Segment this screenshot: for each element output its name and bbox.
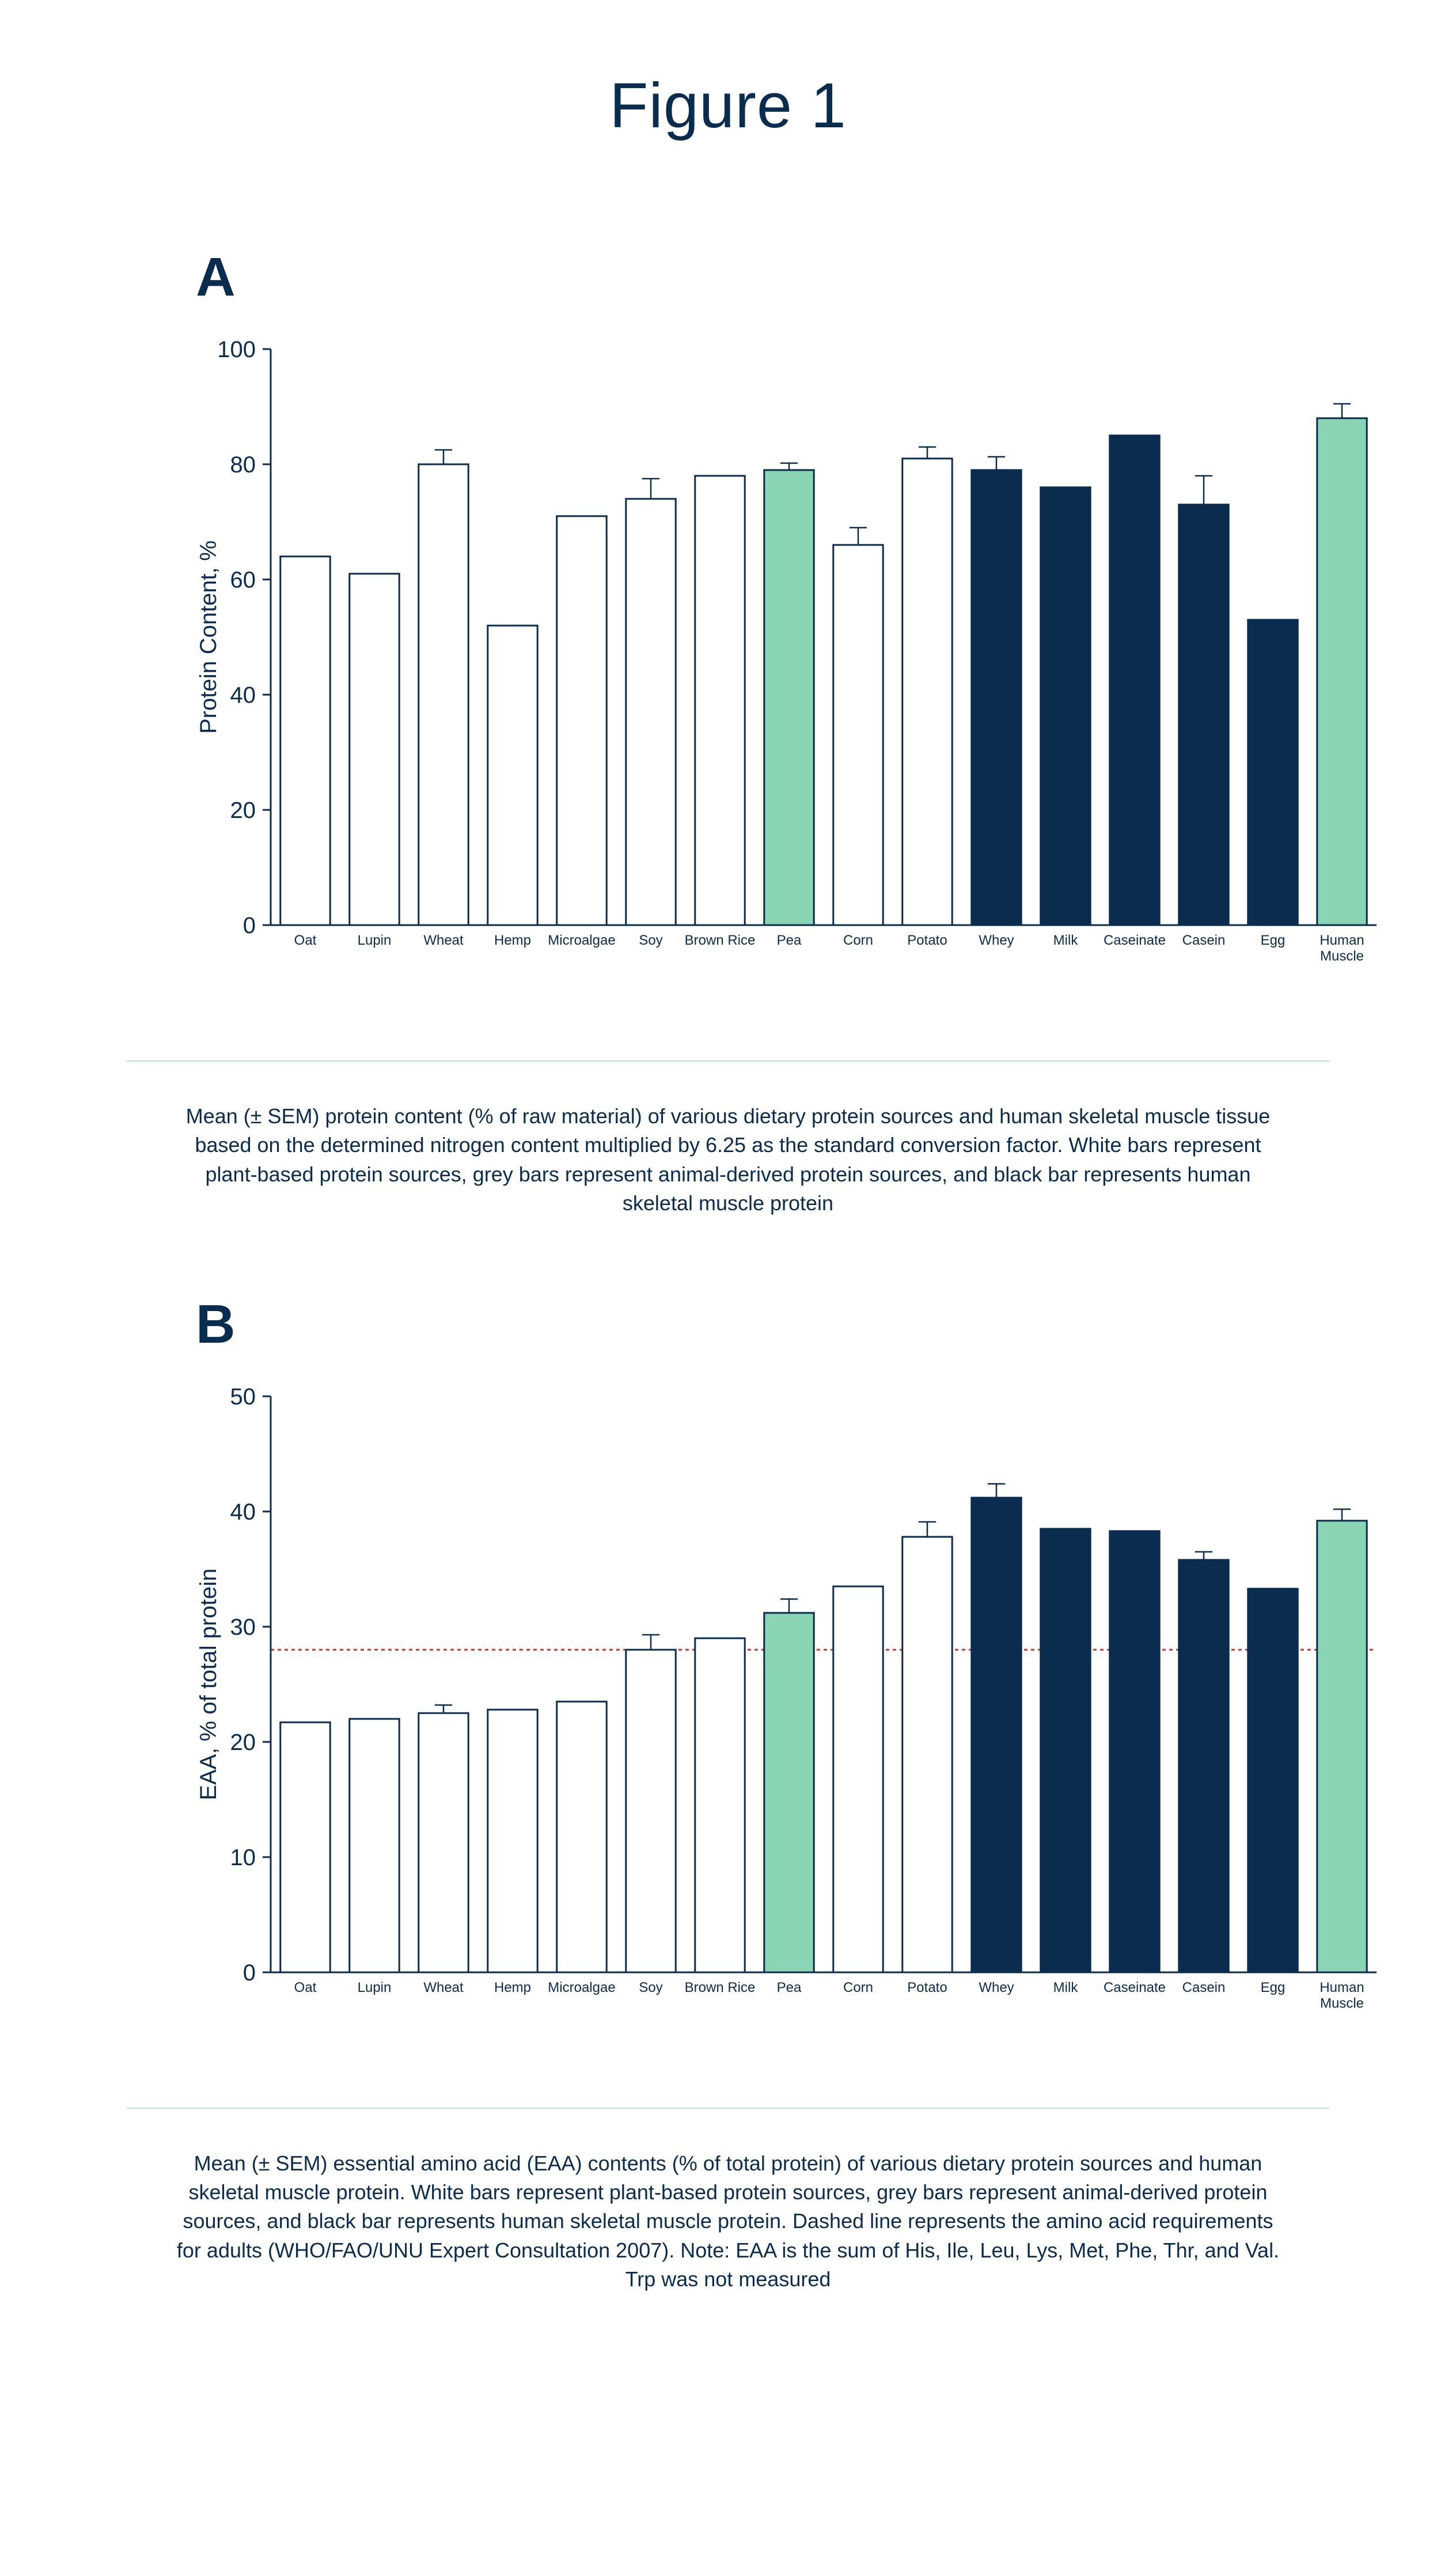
bar (1110, 1531, 1159, 1972)
bar (1317, 418, 1367, 925)
bar (280, 556, 330, 925)
bar (419, 464, 468, 925)
bar (903, 1537, 952, 1972)
svg-text:Caseinate: Caseinate (1104, 933, 1166, 948)
svg-text:60: 60 (230, 567, 256, 593)
svg-text:Caseinate: Caseinate (1104, 1980, 1166, 1995)
svg-text:Protein Content, %: Protein Content, % (196, 540, 221, 734)
svg-text:Lupin: Lupin (358, 1980, 392, 1995)
svg-text:80: 80 (230, 452, 256, 478)
bar (1110, 435, 1159, 925)
svg-text:Brown Rice: Brown Rice (685, 933, 756, 948)
svg-text:Milk: Milk (1053, 933, 1079, 948)
svg-text:20: 20 (230, 1730, 256, 1755)
svg-text:Pea: Pea (777, 1980, 802, 1995)
bar (903, 459, 952, 925)
bar (972, 470, 1021, 925)
svg-text:Microalgae: Microalgae (548, 933, 615, 948)
bar (972, 1498, 1021, 1972)
figure-page: Figure 1 A 020406080100OatLupinWheatHemp… (0, 0, 1456, 2484)
svg-text:Lupin: Lupin (358, 933, 392, 948)
svg-text:Hemp: Hemp (494, 1980, 531, 1995)
svg-text:Hemp: Hemp (494, 933, 531, 948)
panel-a-chart: 0 20 40 60 80 100 Oat Lupin Wheat Hemp Microalgae S… (196, 332, 1329, 991)
svg-text:Whey: Whey (979, 933, 1014, 948)
svg-text:20: 20 (230, 798, 256, 823)
bar (833, 545, 883, 925)
bar (695, 476, 745, 925)
svg-text:100: 100 (217, 337, 256, 362)
svg-text:Corn: Corn (843, 1980, 873, 1995)
bar (350, 574, 399, 925)
bar (1179, 505, 1228, 925)
svg-text:Egg: Egg (1261, 1980, 1286, 1995)
svg-text:Microalgae: Microalgae (548, 1980, 615, 1995)
svg-text:10: 10 (230, 1845, 256, 1870)
svg-text:Potato: Potato (907, 933, 947, 948)
bar (626, 499, 676, 925)
bar (1248, 1589, 1298, 1972)
svg-text:Milk: Milk (1053, 1980, 1079, 1995)
panel-b-chart: 0 10 20 30 40 50 Oat Lupin Wheat Hemp Microalgae So… (196, 1379, 1329, 2039)
bar (833, 1586, 883, 1972)
svg-text:HumanMuscle: HumanMuscle (1320, 1980, 1364, 2011)
svg-text:50: 50 (230, 1384, 256, 1410)
svg-text:0: 0 (243, 1960, 256, 1986)
bar (764, 1613, 814, 1972)
svg-text:30: 30 (230, 1615, 256, 1640)
bar (1041, 487, 1090, 925)
bar (350, 1719, 399, 1972)
bar (1317, 1521, 1367, 1972)
bar-chart-b: 0 10 20 30 40 50 Oat Lupin Wheat Hemp Microalgae So… (196, 1379, 1394, 2036)
svg-text:0: 0 (243, 913, 256, 938)
bar (1041, 1529, 1090, 1972)
caption-a: Mean (± SEM) protein content (% of raw m… (173, 1102, 1283, 1218)
bar (557, 516, 606, 925)
bar (488, 1710, 537, 1972)
svg-text:HumanMuscle: HumanMuscle (1320, 933, 1364, 964)
svg-text:Casein: Casein (1182, 933, 1226, 948)
bar-chart-a: 0 20 40 60 80 100 Oat Lupin Wheat Hemp Microalgae S… (196, 332, 1394, 988)
panel-a: A 0 20 40 60 80 100 Oat Lupin Wheat Hemp Microalga… (127, 246, 1329, 991)
bar (1248, 620, 1298, 925)
bar (488, 626, 537, 925)
figure-title: Figure 1 (0, 69, 1456, 142)
bar (557, 1702, 606, 1972)
svg-text:Oat: Oat (294, 933, 317, 948)
bar (419, 1713, 468, 1972)
svg-text:Potato: Potato (907, 1980, 947, 1995)
svg-text:Egg: Egg (1261, 933, 1286, 948)
svg-text:40: 40 (230, 683, 256, 708)
svg-text:EAA, % of total protein: EAA, % of total protein (196, 1568, 221, 1800)
svg-text:Wheat: Wheat (423, 933, 464, 948)
svg-text:Corn: Corn (843, 933, 873, 948)
svg-text:Brown Rice: Brown Rice (685, 1980, 756, 1995)
bar (1179, 1560, 1228, 1972)
divider-a (127, 1060, 1329, 1062)
svg-text:Pea: Pea (777, 933, 802, 948)
bar (764, 470, 814, 925)
svg-text:Wheat: Wheat (423, 1980, 464, 1995)
panel-b: B 0 10 20 30 40 50 Oat Lupin Wheat Hemp Microalgae… (127, 1293, 1329, 2039)
panel-a-label: A (196, 246, 1329, 309)
svg-text:Oat: Oat (294, 1980, 317, 1995)
caption-b: Mean (± SEM) essential amino acid (EAA) … (173, 2149, 1283, 2294)
divider-b (127, 2108, 1329, 2109)
svg-text:Soy: Soy (639, 1980, 662, 1995)
bar (280, 1722, 330, 1972)
svg-text:40: 40 (230, 1499, 256, 1525)
panel-b-label: B (196, 1293, 1329, 1356)
bar (626, 1650, 676, 1972)
bar (695, 1638, 745, 1972)
svg-text:Casein: Casein (1182, 1980, 1226, 1995)
svg-text:Soy: Soy (639, 933, 662, 948)
svg-text:Whey: Whey (979, 1980, 1014, 1995)
